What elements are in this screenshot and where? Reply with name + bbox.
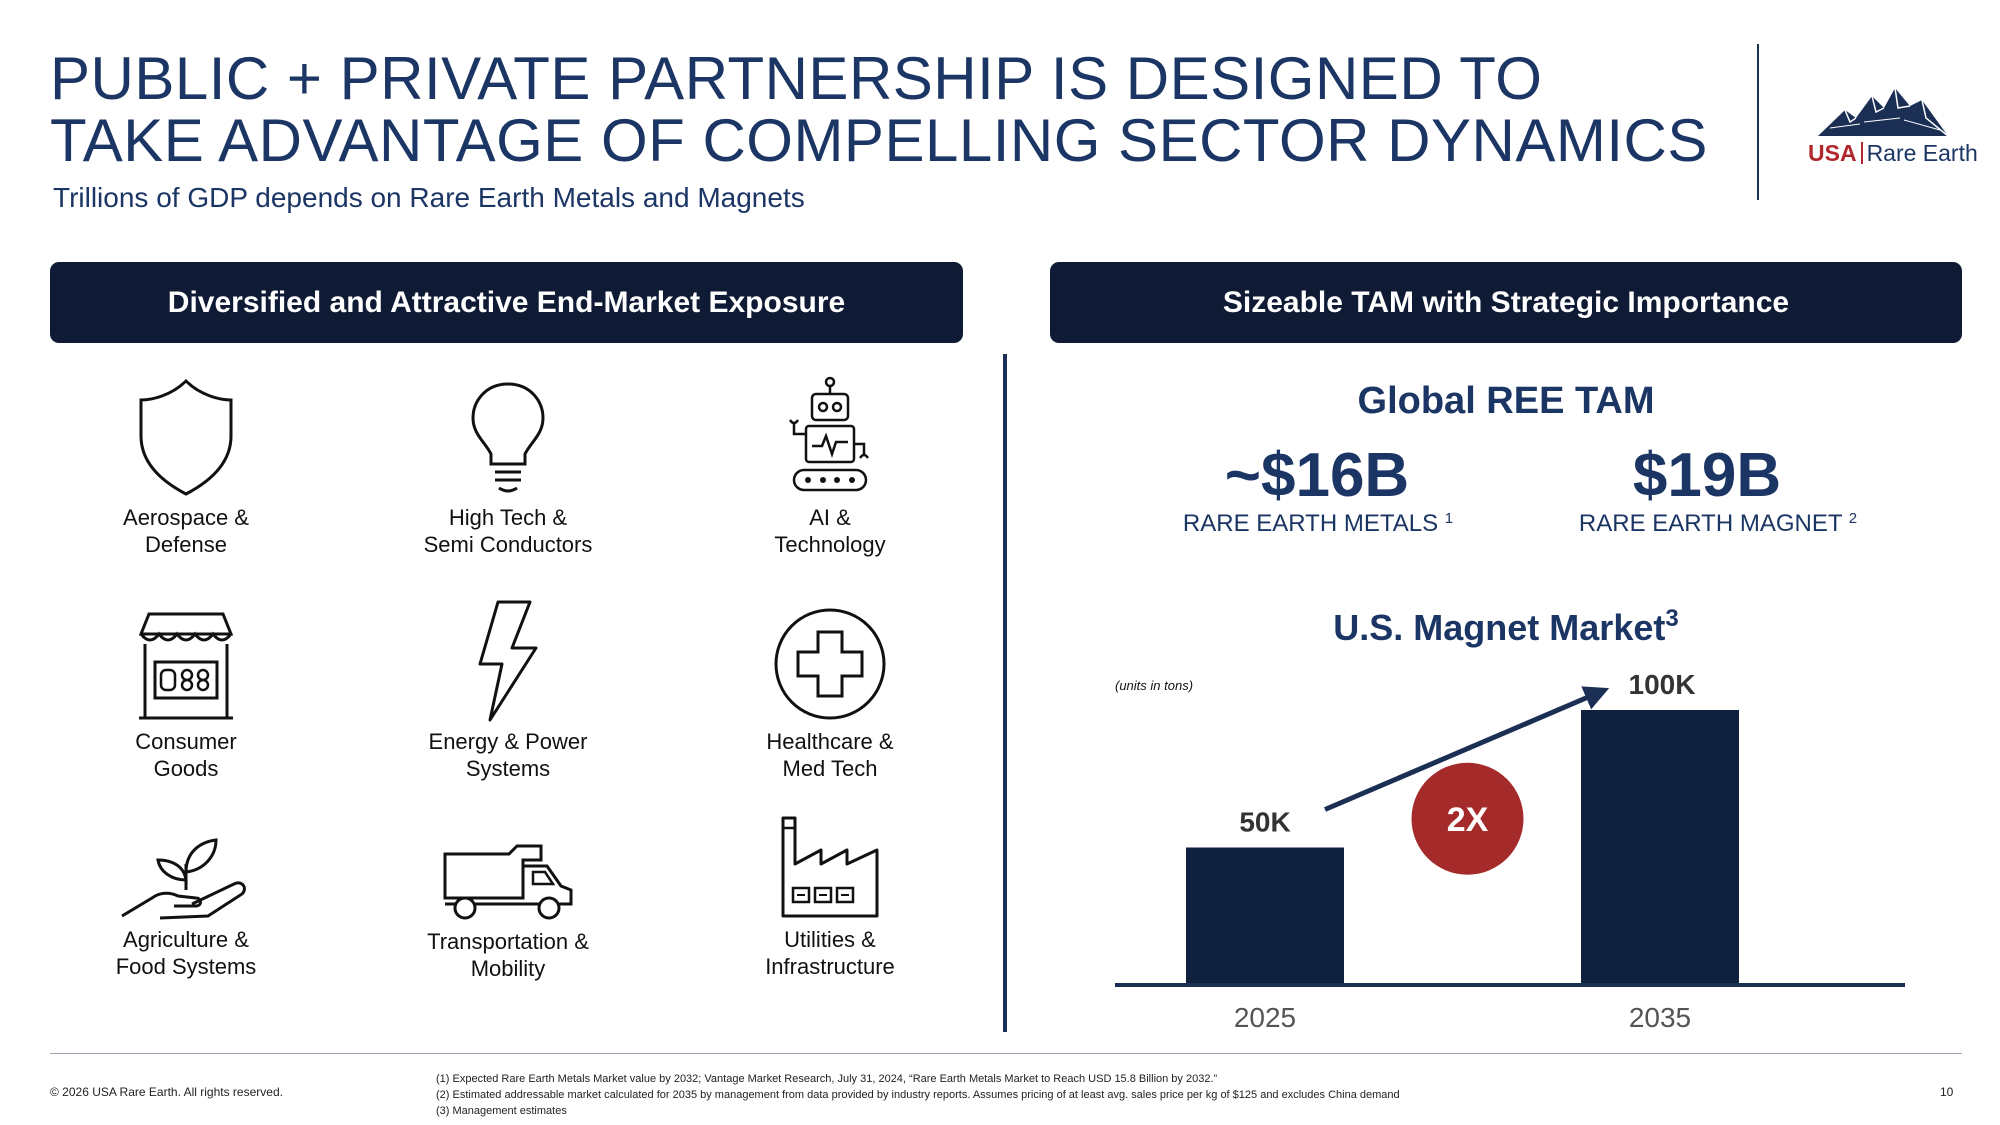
footnote-marker: 3 — [1665, 605, 1679, 632]
growth-badge — [1411, 762, 1524, 875]
page-title-line-2: TAKE ADVANTAGE OF COMPELLING SECTOR DYNA… — [50, 107, 1708, 174]
bar-2025 — [1186, 847, 1344, 985]
units-note: (units in tons) — [1115, 678, 1193, 693]
plant-hand-icon — [121, 838, 246, 920]
market-label: Healthcare & Med Tech — [766, 729, 894, 781]
logo-usa: USA — [1808, 140, 1857, 166]
market-label: Energy & Power Systems — [428, 729, 588, 781]
copyright: © 2026 USA Rare Earth. All rights reserv… — [50, 1085, 283, 1099]
end-market-heading: Diversified and Attractive End-Market Ex… — [50, 262, 963, 343]
factory-icon — [781, 816, 879, 918]
page-subtitle: Trillions of GDP depends on Rare Earth M… — [53, 182, 805, 213]
footnote: (2) Estimated addressable market calcula… — [436, 1089, 1400, 1101]
market-transportation: Transportation & Mobility — [378, 822, 638, 982]
bar-2035 — [1581, 710, 1739, 985]
center-divider — [1003, 354, 1007, 1032]
truck-icon — [443, 844, 573, 920]
lightning-icon — [478, 600, 538, 722]
market-label: Consumer Goods — [135, 729, 237, 781]
market-label: Aerospace & Defense — [123, 505, 249, 557]
growth-arrow — [1324, 686, 1610, 812]
footnote-marker: 2 — [1848, 510, 1858, 527]
magnet-tam-value: $19B — [1632, 441, 1782, 510]
market-label: Transportation & Mobility — [427, 929, 589, 981]
market-utilities: Utilities & Infrastructure — [700, 816, 960, 980]
growth-badge-label: 2X — [1447, 801, 1489, 839]
footnote-marker: 1 — [1444, 510, 1454, 527]
us-magnet-market-title: U.S. Magnet Market3 — [1333, 605, 1679, 648]
metals-tam-label: RARE EARTH METALS 1 — [1182, 510, 1454, 537]
lightbulb-icon — [471, 382, 545, 493]
robot-icon — [788, 376, 870, 492]
market-healthcare: Healthcare & Med Tech — [700, 594, 960, 782]
magnet-market-chart: (units in tons) 50K 2025 100K 2035 2X — [1115, 669, 1905, 1033]
page-title: PUBLIC + PRIVATE PARTNERSHIP IS DESIGNED… — [50, 48, 1730, 172]
logo-rare-earth: Rare Earth — [1866, 140, 1978, 166]
logo-separator — [1860, 142, 1863, 164]
market-label: AI & Technology — [774, 505, 886, 557]
footnote: (1) Expected Rare Earth Metals Market va… — [436, 1073, 1218, 1085]
mountain-logo-icon — [1818, 87, 1949, 137]
market-label: Utilities & Infrastructure — [765, 927, 895, 979]
footnote: (3) Management estimates — [436, 1105, 567, 1117]
market-ai-technology: AI & Technology — [700, 370, 960, 558]
data-label-2025: 50K — [1239, 807, 1290, 838]
x-tick-2025: 2025 — [1234, 1002, 1296, 1033]
header-divider — [1757, 44, 1759, 200]
x-tick-2035: 2035 — [1629, 1002, 1691, 1033]
market-aerospace-defense: Aerospace & Defense — [56, 370, 316, 558]
market-high-tech: High Tech & Semi Conductors — [378, 370, 638, 558]
data-label-2035: 100K — [1629, 669, 1696, 700]
tam-heading: Sizeable TAM with Strategic Importance — [1050, 262, 1962, 343]
magnet-tam-label: RARE EARTH MAGNET 2 — [1578, 510, 1858, 537]
page-title-line-1: PUBLIC + PRIVATE PARTNERSHIP IS DESIGNED… — [50, 45, 1543, 112]
logo-wordmark: USA Rare Earth — [1808, 140, 1978, 167]
footer-divider — [50, 1053, 1962, 1054]
market-energy-power: Energy & Power Systems — [378, 594, 638, 782]
metals-tam-value: ~$16B — [1224, 441, 1410, 510]
market-agriculture: Agriculture & Food Systems — [56, 820, 316, 980]
global-tam-title: Global REE TAM — [1357, 380, 1655, 422]
market-consumer-goods: Consumer Goods — [56, 594, 316, 782]
storefront-icon — [138, 612, 234, 720]
market-label: Agriculture & Food Systems — [115, 927, 257, 979]
shield-icon — [139, 378, 233, 496]
page-number: 10 — [1940, 1085, 1954, 1099]
market-label: High Tech & Semi Conductors — [423, 505, 593, 557]
footnotes: (1) Expected Rare Earth Metals Market va… — [436, 1071, 1400, 1119]
medical-cross-icon — [774, 608, 886, 720]
